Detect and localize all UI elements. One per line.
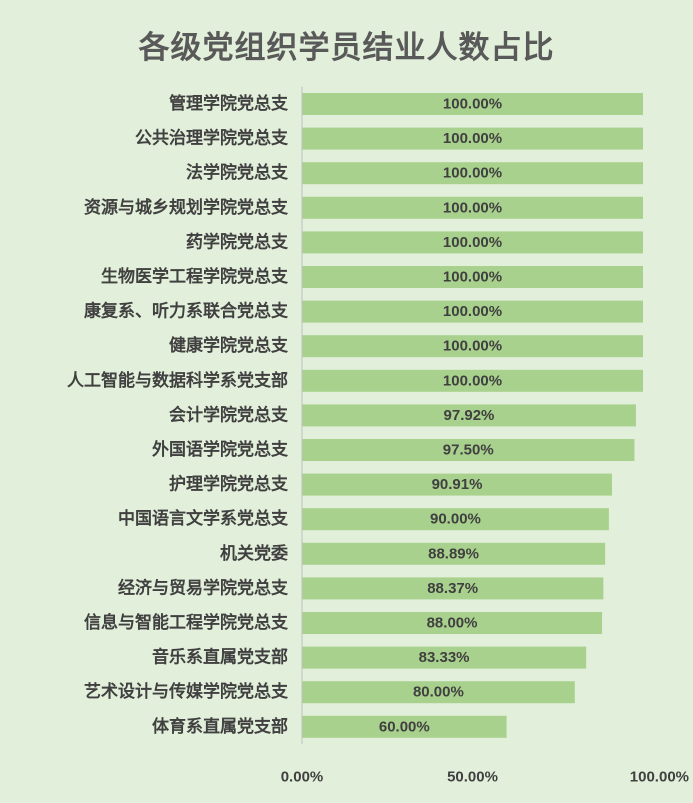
category-label: 机关党委 [220, 543, 288, 564]
bar [302, 404, 636, 427]
data-label: 88.89% [428, 545, 479, 562]
category-label: 管理学院党总支 [169, 93, 289, 114]
bars-layer [302, 93, 643, 738]
data-label: 100.00% [443, 372, 502, 389]
category-label: 艺术设计与传媒学院党总支 [84, 681, 289, 702]
bar [302, 577, 604, 600]
category-label: 药学院党总支 [186, 231, 289, 252]
bar [302, 439, 635, 461]
bar [302, 266, 643, 288]
bar [302, 300, 643, 323]
data-label: 100.00% [443, 199, 502, 216]
bar [302, 508, 609, 531]
x-axis: 0.00% 50.00% 100.00% [281, 86, 689, 786]
bar [302, 715, 507, 738]
category-label: 健康学院党总支 [169, 335, 289, 356]
category-labels-layer: 管理学院党总支公共治理学院党总支法学院党总支资源与城乡规划学院党总支药学院党总支… [67, 93, 289, 737]
category-label: 经济与贸易学院党总支 [118, 577, 289, 598]
x-tick-label: 100.00% [630, 769, 689, 786]
category-label: 中国语言文学系党总支 [118, 508, 289, 529]
data-label: 100.00% [443, 338, 502, 355]
category-label: 护理学院党总支 [169, 474, 289, 495]
bar [302, 369, 643, 392]
data-label: 90.00% [430, 511, 481, 528]
category-label: 法学院党总支 [186, 162, 289, 183]
chart-title: 各级党组织学员结业人数占比 [138, 30, 555, 66]
x-tick-label: 50.00% [447, 769, 498, 786]
bar [302, 196, 643, 219]
category-label: 外国语学院党总支 [152, 439, 289, 460]
data-label: 100.00% [443, 96, 502, 113]
category-label: 会计学院党总支 [169, 404, 289, 425]
category-label: 人工智能与数据科学系党支部 [67, 370, 288, 391]
data-label: 60.00% [379, 718, 430, 735]
category-label: 资源与城乡规划学院党总支 [84, 197, 289, 218]
category-label: 信息与智能工程学院党总支 [84, 612, 289, 633]
bar [302, 335, 643, 358]
bar [302, 127, 643, 150]
data-label: 80.00% [413, 684, 464, 701]
data-label: 88.37% [427, 580, 478, 597]
data-label: 97.92% [444, 407, 495, 424]
data-label: 100.00% [443, 130, 502, 147]
category-label: 生物医学工程学院党总支 [101, 266, 289, 287]
data-label: 100.00% [443, 165, 502, 182]
bar [302, 681, 575, 704]
data-labels-layer: 100.00% 100.00% 100.00% 100.00% 100.00% 100.0… [379, 96, 502, 736]
category-label: 体育系直属党支部 [152, 716, 288, 737]
bar [302, 612, 603, 634]
bar [302, 162, 643, 185]
category-label: 音乐系直属党支部 [152, 647, 288, 668]
data-label: 83.33% [419, 649, 470, 666]
data-label: 88.00% [427, 615, 478, 632]
bar [302, 231, 643, 254]
data-label: 100.00% [443, 234, 502, 251]
data-label: 97.50% [443, 442, 494, 459]
bar [302, 542, 606, 565]
bar [302, 473, 613, 496]
data-label: 100.00% [443, 269, 502, 286]
category-label: 公共治理学院党总支 [135, 128, 289, 149]
data-label: 100.00% [443, 303, 502, 320]
data-label: 90.91% [432, 476, 483, 493]
bar [302, 93, 643, 115]
x-tick-label: 0.00% [281, 769, 324, 786]
category-label: 康复系、听力系联合党总支 [84, 301, 289, 322]
bar [302, 646, 587, 669]
